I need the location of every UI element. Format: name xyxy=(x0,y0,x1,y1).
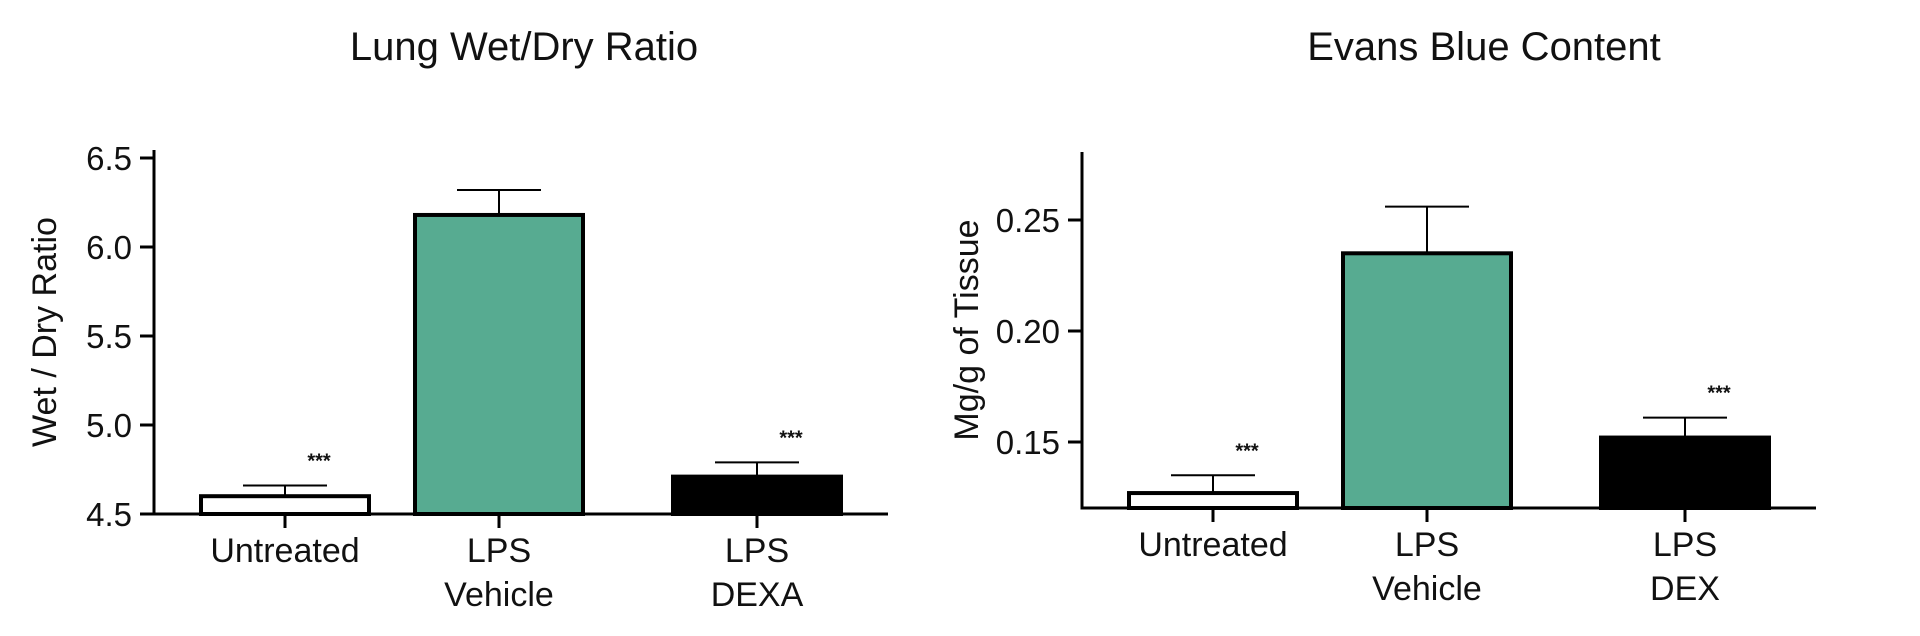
significance-label: *** xyxy=(1235,440,1259,462)
chart-title: Lung Wet/Dry Ratio xyxy=(350,25,698,69)
bar xyxy=(671,474,843,516)
category-label: Untreated xyxy=(1138,526,1287,564)
y-tick-label: 0.15 xyxy=(996,424,1060,461)
significance-label: *** xyxy=(779,427,803,449)
category-label: LPS xyxy=(467,532,531,570)
y-tick-label: 5.5 xyxy=(86,318,132,355)
chart-1: Lung Wet/Dry Ratio Wet / Dry Ratio 4.5 5.0 5… xyxy=(26,25,888,614)
category-label: LPS xyxy=(1653,526,1717,564)
y-tick-label: 6.0 xyxy=(86,229,132,266)
bar xyxy=(1599,435,1771,510)
chart-2: Evans Blue Content Mg/g of Tissue 0.15 0.20… xyxy=(948,25,1816,608)
category-label: DEXA xyxy=(711,576,804,614)
category-label: Vehicle xyxy=(1372,570,1482,608)
y-axis-label: Mg/g of Tissue xyxy=(948,219,986,440)
bar xyxy=(1127,491,1299,510)
category-label: Vehicle xyxy=(444,576,554,614)
y-tick-label: 0.25 xyxy=(996,202,1060,239)
category-label: LPS xyxy=(725,532,789,570)
chart-title: Evans Blue Content xyxy=(1307,25,1661,69)
category-label: Untreated xyxy=(210,532,359,570)
bar xyxy=(413,212,585,517)
y-tick-label: 6.5 xyxy=(86,140,132,177)
y-tick-label: 4.5 xyxy=(86,496,132,533)
y-tick-label: 0.20 xyxy=(996,313,1060,350)
y-tick-label: 5.0 xyxy=(86,407,132,444)
category-label: LPS xyxy=(1395,526,1459,564)
bar xyxy=(199,494,371,517)
significance-label: *** xyxy=(307,451,331,473)
significance-label: *** xyxy=(1707,383,1731,405)
y-axis-label: Wet / Dry Ratio xyxy=(26,217,64,447)
bar xyxy=(1341,251,1513,510)
category-label: DEX xyxy=(1650,570,1720,608)
